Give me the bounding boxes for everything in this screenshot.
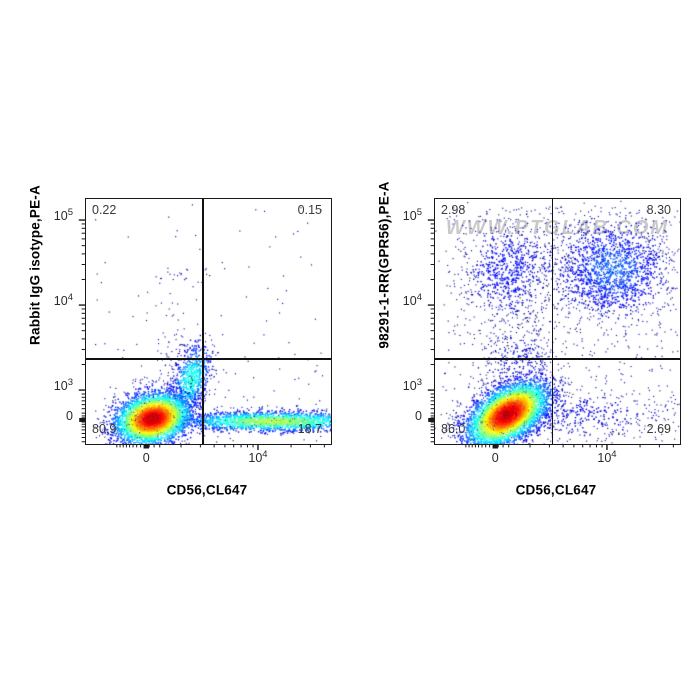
y-tick-label: 103	[402, 376, 422, 394]
quadrant-stat-top-right: 8.30	[646, 203, 671, 217]
panel-isotype-control: Rabbit IgG isotype,PE-A 0.22 0.15 80.9 1…	[28, 185, 332, 498]
x-tick-label: 104	[248, 448, 268, 465]
y-tick-label: 0	[415, 408, 422, 423]
quadrant-gate-vertical-line[interactable]	[202, 199, 204, 444]
x-axis-label: CD56,CL647	[515, 482, 597, 498]
x-tick-label: 0	[142, 451, 150, 465]
y-tick-label: 105	[53, 206, 73, 224]
plot-area: 0.22 0.15 80.9 18.7	[85, 198, 332, 445]
y-tick-labels: 105 104 103 0	[386, 198, 424, 443]
panel-gpr56-antibody: 98291-1-RR(GPR56),PE-A WWW.PTGLAB.COM 2.…	[377, 181, 681, 498]
quadrant-gate-horizontal-line[interactable]	[86, 357, 331, 360]
x-axis-ticks	[465, 444, 674, 450]
y-tick-label: 104	[53, 291, 73, 309]
x-axis-ticks	[116, 444, 325, 450]
quadrant-stat-bottom-left: 80.9	[92, 422, 117, 436]
y-tick-labels: 105 104 103 0	[37, 198, 75, 443]
density-scatter-canvas	[86, 199, 331, 444]
quadrant-stat-bottom-right: 2.69	[646, 422, 671, 436]
quadrant-stat-bottom-left: 86.0	[441, 422, 466, 436]
quadrant-stat-top-left: 2.98	[441, 203, 466, 217]
y-tick-label: 0	[66, 408, 73, 423]
quadrant-stat-top-left: 0.22	[92, 203, 117, 217]
y-tick-label: 103	[53, 376, 73, 394]
y-axis-ticks	[427, 219, 434, 443]
y-tick-label: 105	[402, 206, 422, 224]
plot-area: WWW.PTGLAB.COM 2.98 8.30 86.0 2.69	[434, 198, 681, 445]
density-scatter-canvas	[435, 199, 680, 444]
x-tick-label: 104	[597, 448, 617, 465]
x-axis-label: CD56,CL647	[166, 482, 248, 498]
quadrant-stat-bottom-right: 18.7	[297, 422, 322, 436]
x-tick-labels: 0 104	[85, 449, 330, 469]
y-axis-ticks	[78, 219, 85, 443]
quadrant-gate-horizontal-line[interactable]	[435, 357, 680, 360]
quadrant-gate-vertical-line[interactable]	[551, 199, 554, 444]
x-tick-label: 0	[491, 451, 499, 465]
quadrant-stat-top-right: 0.15	[297, 203, 322, 217]
y-tick-label: 104	[402, 291, 422, 309]
x-tick-labels: 0 104	[434, 449, 679, 469]
